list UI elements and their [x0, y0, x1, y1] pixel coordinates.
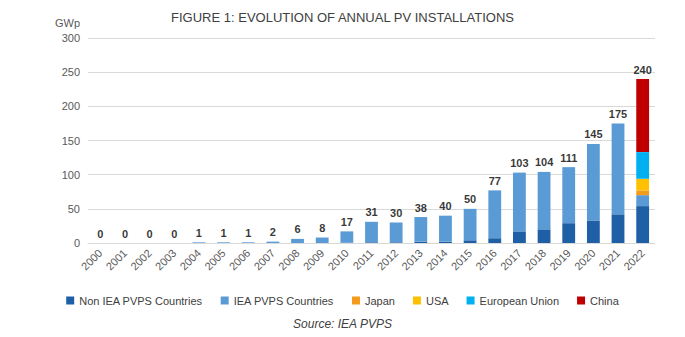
svg-text:2022: 2022 [621, 247, 647, 273]
svg-text:0: 0 [122, 228, 128, 240]
svg-text:2003: 2003 [153, 247, 179, 273]
svg-text:2017: 2017 [498, 247, 524, 273]
svg-text:8: 8 [319, 222, 325, 234]
svg-text:300: 300 [62, 32, 80, 44]
svg-text:0: 0 [97, 228, 103, 240]
svg-text:FIGURE 1: EVOLUTION OF ANNUAL: FIGURE 1: EVOLUTION OF ANNUAL PV INSTALL… [171, 10, 514, 25]
svg-text:240: 240 [633, 64, 651, 76]
svg-text:2: 2 [270, 226, 276, 238]
svg-text:1: 1 [221, 227, 227, 239]
svg-text:China: China [590, 295, 620, 307]
svg-text:USA: USA [426, 295, 449, 307]
svg-text:2014: 2014 [424, 247, 450, 273]
svg-text:77: 77 [489, 175, 501, 187]
svg-text:2020: 2020 [572, 247, 598, 273]
svg-text:2015: 2015 [449, 247, 475, 273]
svg-text:Source: IEA PVPS: Source: IEA PVPS [293, 317, 392, 331]
svg-text:1: 1 [245, 227, 251, 239]
svg-text:0: 0 [171, 228, 177, 240]
svg-text:2013: 2013 [399, 247, 425, 273]
svg-text:0: 0 [74, 237, 80, 249]
svg-text:200: 200 [62, 100, 80, 112]
svg-text:IEA PVPS Countries: IEA PVPS Countries [234, 295, 334, 307]
svg-text:50: 50 [68, 203, 80, 215]
svg-text:2007: 2007 [251, 247, 277, 273]
svg-text:145: 145 [584, 128, 602, 140]
svg-text:38: 38 [415, 202, 427, 214]
svg-text:2016: 2016 [473, 247, 499, 273]
svg-text:GWp: GWp [55, 17, 80, 29]
svg-text:150: 150 [62, 135, 80, 147]
svg-text:250: 250 [62, 66, 80, 78]
svg-text:2021: 2021 [596, 247, 622, 273]
svg-text:104: 104 [535, 156, 554, 168]
svg-text:6: 6 [294, 223, 300, 235]
svg-text:2011: 2011 [351, 247, 376, 272]
svg-text:2004: 2004 [177, 247, 203, 273]
svg-text:2010: 2010 [325, 247, 351, 273]
svg-text:2006: 2006 [227, 247, 253, 273]
svg-text:2005: 2005 [202, 247, 228, 273]
svg-text:2009: 2009 [301, 247, 327, 273]
svg-text:40: 40 [439, 200, 451, 212]
svg-text:0: 0 [147, 228, 153, 240]
svg-text:100: 100 [62, 169, 80, 181]
svg-text:2002: 2002 [128, 247, 154, 273]
svg-text:50: 50 [464, 193, 476, 205]
svg-text:111: 111 [560, 152, 577, 164]
svg-text:2000: 2000 [79, 247, 105, 273]
svg-text:31: 31 [365, 206, 377, 218]
svg-text:30: 30 [390, 207, 402, 219]
svg-text:17: 17 [341, 216, 353, 228]
svg-text:2001: 2001 [103, 247, 129, 273]
svg-text:European Union: European Union [480, 295, 560, 307]
svg-text:2018: 2018 [523, 247, 549, 273]
svg-text:1: 1 [196, 227, 202, 239]
svg-text:2012: 2012 [375, 247, 401, 273]
svg-text:2019: 2019 [547, 247, 573, 273]
svg-text:103: 103 [510, 157, 528, 169]
svg-text:175: 175 [609, 108, 627, 120]
svg-text:Non IEA PVPS Countries: Non IEA PVPS Countries [79, 295, 202, 307]
svg-text:Japan: Japan [365, 295, 395, 307]
svg-text:2008: 2008 [276, 247, 302, 273]
